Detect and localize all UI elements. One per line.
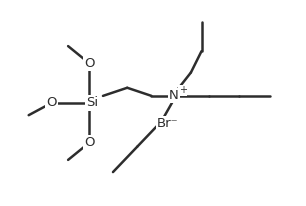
Text: Br⁻: Br⁻ bbox=[157, 117, 178, 130]
Text: N: N bbox=[169, 89, 178, 102]
Text: O: O bbox=[84, 136, 95, 149]
Text: O: O bbox=[46, 96, 57, 110]
Text: +: + bbox=[179, 85, 187, 95]
Text: O: O bbox=[84, 57, 95, 70]
Text: Si: Si bbox=[86, 96, 98, 110]
